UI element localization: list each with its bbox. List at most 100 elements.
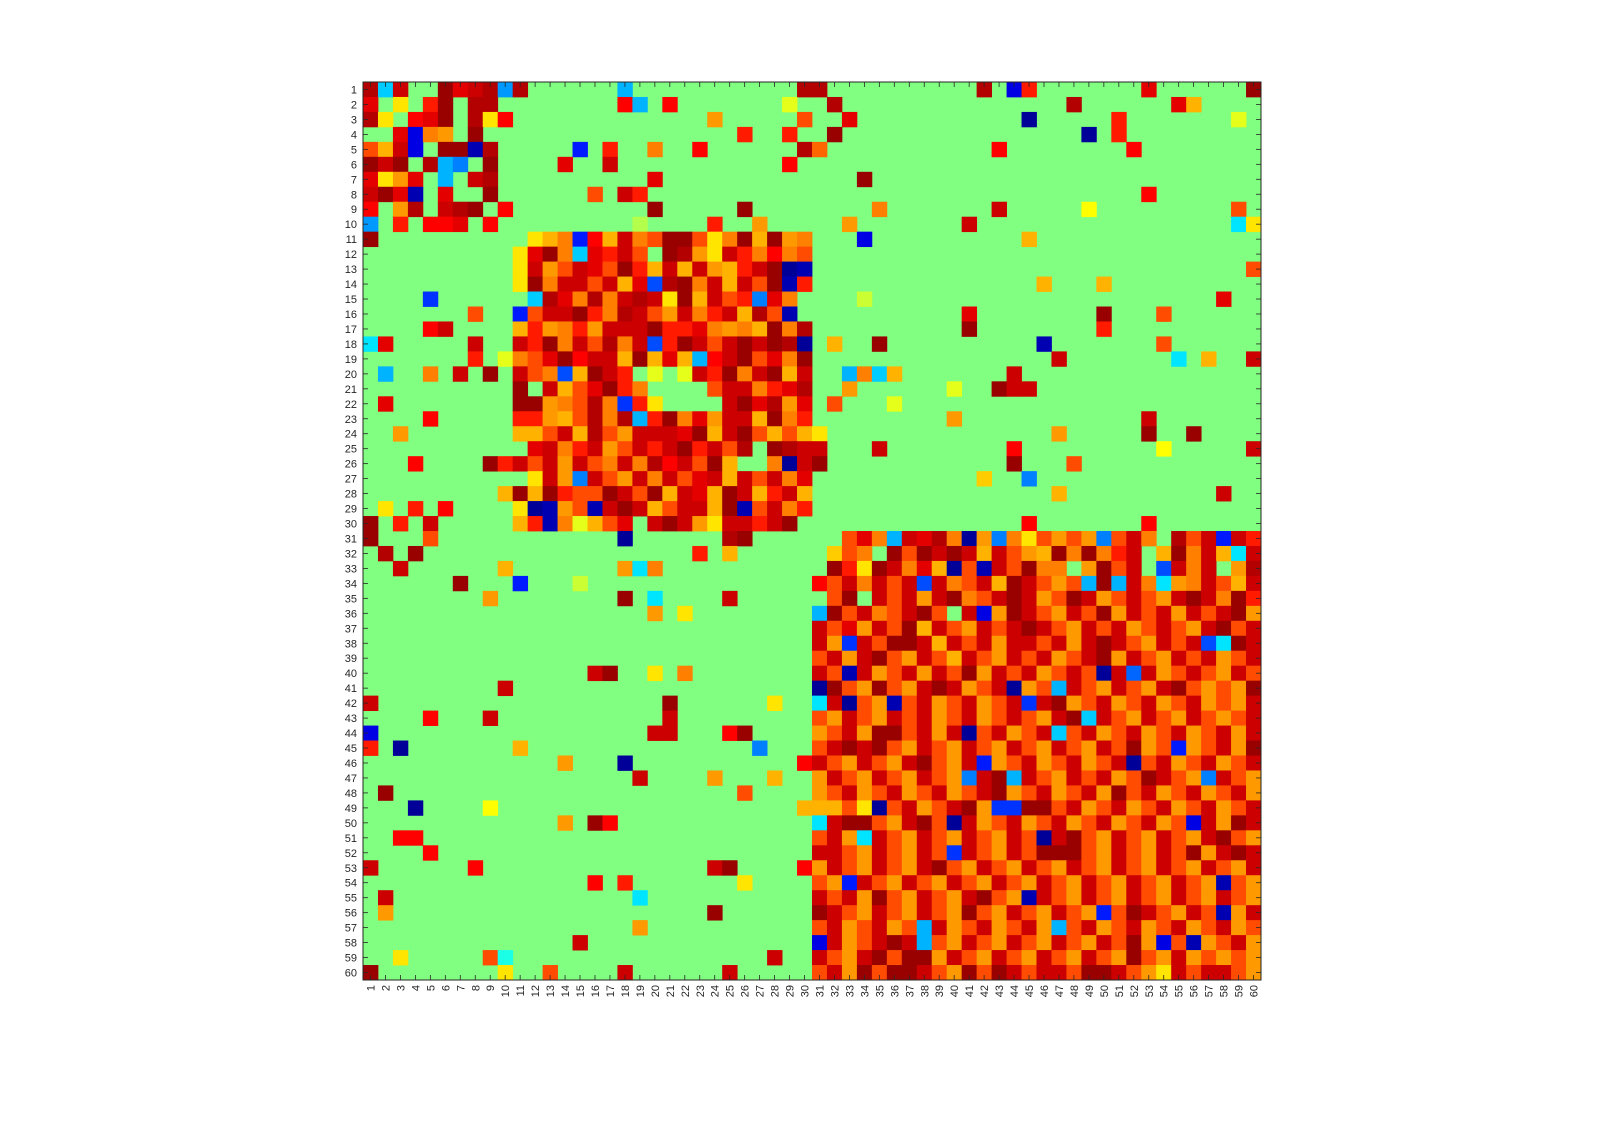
heatmap-cell bbox=[737, 501, 753, 517]
heatmap-cell bbox=[1036, 276, 1052, 292]
heatmap-cell bbox=[527, 306, 543, 322]
heatmap-cell bbox=[841, 860, 858, 876]
heatmap-cell bbox=[961, 531, 978, 547]
x-tick-label: 6 bbox=[440, 985, 452, 991]
heatmap-cell bbox=[1066, 785, 1082, 801]
heatmap-cell bbox=[916, 650, 933, 667]
heatmap-cell bbox=[1051, 950, 1067, 966]
heatmap-cell bbox=[841, 366, 858, 382]
heatmap-cell bbox=[377, 141, 394, 158]
heatmap-cell bbox=[737, 785, 753, 801]
heatmap-cell bbox=[931, 935, 948, 951]
heatmap-cell bbox=[527, 336, 543, 352]
heatmap-cell bbox=[677, 261, 693, 277]
heatmap-cell bbox=[512, 456, 529, 472]
heatmap-cell bbox=[422, 321, 439, 337]
heatmap-cell bbox=[1231, 216, 1247, 233]
heatmap-cell bbox=[1186, 740, 1202, 756]
heatmap-cell bbox=[991, 665, 1007, 682]
heatmap-cell bbox=[452, 575, 469, 592]
heatmap-cell bbox=[1246, 695, 1262, 711]
heatmap-cell bbox=[1156, 875, 1172, 891]
heatmap-cell bbox=[632, 321, 648, 337]
heatmap-cell bbox=[841, 785, 858, 801]
heatmap-cell bbox=[1156, 950, 1172, 966]
x-tick-label: 12 bbox=[530, 985, 542, 997]
heatmap-cell bbox=[961, 845, 978, 861]
heatmap-cell bbox=[1201, 815, 1217, 831]
x-tick-label: 2 bbox=[380, 985, 392, 991]
heatmap-cell bbox=[1081, 845, 1097, 861]
heatmap-cell bbox=[617, 291, 633, 307]
heatmap-cell bbox=[946, 890, 963, 906]
heatmap-cell bbox=[737, 351, 753, 367]
heatmap-cell bbox=[1006, 381, 1022, 397]
heatmap-cell bbox=[961, 710, 978, 726]
heatmap-cell bbox=[617, 755, 633, 771]
heatmap-cell bbox=[976, 471, 992, 487]
heatmap-cell bbox=[392, 126, 409, 143]
heatmap-cell bbox=[1096, 950, 1112, 966]
heatmap-cell bbox=[812, 770, 828, 786]
heatmap-cell bbox=[946, 381, 963, 397]
heatmap-cell bbox=[812, 650, 828, 667]
heatmap-cell bbox=[542, 501, 558, 517]
heatmap-cell bbox=[871, 590, 888, 607]
heatmap-cell bbox=[1216, 695, 1232, 711]
heatmap-cell bbox=[901, 830, 918, 846]
heatmap-cell bbox=[826, 800, 843, 816]
heatmap-cell bbox=[841, 815, 858, 831]
heatmap-cell bbox=[1156, 815, 1172, 831]
heatmap-cell bbox=[1246, 740, 1262, 756]
heatmap-cell bbox=[1036, 650, 1052, 667]
heatmap-cell bbox=[1036, 545, 1052, 562]
heatmap-cell bbox=[1096, 920, 1112, 936]
heatmap-cell bbox=[752, 486, 768, 502]
heatmap-cell bbox=[1081, 920, 1097, 936]
heatmap-cell bbox=[707, 770, 723, 786]
heatmap-cell bbox=[572, 336, 588, 352]
heatmap-cell bbox=[1246, 965, 1262, 981]
heatmap-cell bbox=[767, 426, 783, 442]
heatmap-cell bbox=[1186, 665, 1202, 682]
heatmap-cell bbox=[557, 261, 573, 277]
heatmap-cell bbox=[677, 276, 693, 292]
heatmap-cell bbox=[1186, 875, 1202, 891]
heatmap-cell bbox=[363, 141, 379, 158]
heatmap-cell bbox=[886, 620, 903, 637]
heatmap-cell bbox=[1231, 875, 1247, 891]
heatmap-cell bbox=[782, 96, 798, 113]
y-tick-label: 27 bbox=[345, 474, 357, 486]
x-tick-label: 21 bbox=[665, 985, 677, 997]
heatmap-cell bbox=[737, 231, 753, 248]
heatmap-cell bbox=[1036, 590, 1052, 607]
heatmap-cell bbox=[632, 231, 648, 248]
heatmap-cell bbox=[527, 231, 543, 248]
heatmap-cell bbox=[1231, 905, 1247, 921]
heatmap-cell bbox=[662, 441, 678, 457]
heatmap-cell bbox=[886, 770, 903, 786]
heatmap-cell bbox=[482, 710, 499, 726]
heatmap-cell bbox=[901, 905, 918, 921]
heatmap-cell bbox=[1021, 770, 1037, 786]
heatmap-cell bbox=[557, 755, 573, 771]
heatmap-cell bbox=[752, 351, 768, 367]
heatmap-cell bbox=[856, 291, 873, 307]
heatmap-cell bbox=[1066, 605, 1082, 622]
x-tick-label: 44 bbox=[1009, 985, 1021, 997]
heatmap-cell bbox=[1066, 935, 1082, 951]
heatmap-cell bbox=[946, 920, 963, 936]
heatmap-cell bbox=[1006, 575, 1022, 592]
heatmap-cell bbox=[1171, 860, 1187, 876]
heatmap-cell bbox=[812, 890, 828, 906]
heatmap-cell bbox=[542, 396, 558, 412]
heatmap-cell bbox=[557, 815, 573, 831]
heatmap-cell bbox=[901, 605, 918, 622]
heatmap-cell bbox=[602, 426, 618, 442]
heatmap-cell bbox=[991, 635, 1007, 652]
heatmap-cell bbox=[976, 650, 992, 667]
heatmap-cell bbox=[707, 246, 723, 262]
heatmap-cell bbox=[1246, 635, 1262, 652]
heatmap-cell bbox=[662, 246, 678, 262]
heatmap-cell bbox=[991, 575, 1007, 592]
